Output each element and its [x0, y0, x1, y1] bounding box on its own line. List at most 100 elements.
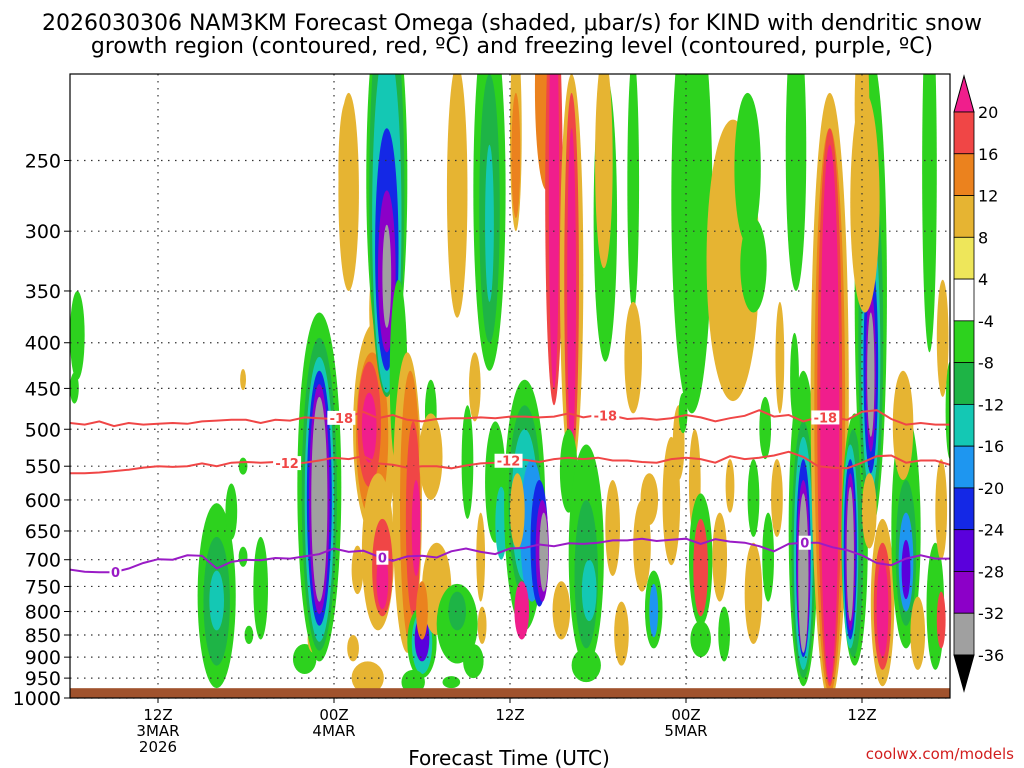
contour-0-label-bg-1 [591, 408, 620, 423]
omega-cell-61 [449, 74, 465, 205]
omega-cell-58 [477, 606, 487, 645]
xtick-label-6-1: 3MAR [136, 722, 179, 740]
omega-shaded-field [70, 74, 950, 698]
contour-2-label-bg-1 [376, 550, 389, 565]
colorbar-label-0: -36 [978, 646, 1004, 665]
colorbar-label-6: -12 [978, 395, 1004, 414]
omega-cell-155 [901, 539, 911, 600]
colorbar-arrow-top [953, 74, 975, 113]
ground-fill [70, 688, 950, 698]
omega-cell-45 [351, 661, 384, 695]
omega-cell-111 [718, 606, 731, 662]
omega-cell-10 [225, 483, 238, 540]
omega-cell-52 [419, 413, 443, 500]
omega-cell-21 [311, 396, 328, 602]
omega-cell-95 [614, 601, 629, 666]
colorbar-band-12 [953, 153, 975, 196]
omega-colorbar: -36 -32 -28 -24 -20 -16 -12 -8 -4 4 8 12 16 20 [953, 74, 1004, 693]
colorbar-label-13: 20 [978, 103, 998, 122]
contour-0-label-0: -18 [330, 412, 354, 427]
contour-1-label-0: -12 [275, 457, 299, 472]
colorbar-label-5: -16 [978, 437, 1004, 456]
omega-cell-158 [922, 74, 937, 353]
xtick-label-30-0: 12Z [495, 706, 524, 724]
omega-cell-59 [476, 512, 486, 602]
omega-cell-2 [238, 546, 248, 567]
omega-cell-112 [725, 459, 735, 513]
ytick-label-350: 350 [25, 281, 61, 303]
colorbar-band-4 [953, 487, 975, 531]
omega-cell-93 [595, 74, 613, 269]
ytick-label-950: 950 [25, 668, 61, 690]
omega-cell-11 [253, 536, 268, 640]
ytick-label-500: 500 [25, 419, 61, 441]
colorbar-band-8 [953, 320, 975, 364]
colorbar-label-10: 8 [978, 228, 988, 247]
omega-cell-76 [514, 581, 530, 640]
xtick-label-6-0: 12Z [143, 706, 172, 724]
contour-1-label-1: -12 [497, 455, 521, 470]
omega-cell-66 [485, 144, 494, 302]
omega-cell-145 [867, 312, 875, 437]
ytick-label-600: 600 [25, 490, 61, 512]
omega-cell-49 [401, 669, 425, 695]
omega-cell-97 [624, 301, 642, 414]
ytick-label-400: 400 [25, 333, 61, 355]
x-axis-label: Forecast Time (UTC) [408, 746, 610, 768]
colorbar-band-1 [953, 612, 975, 656]
omega-cell-114 [734, 92, 761, 244]
colorbar-band-11 [953, 195, 975, 238]
ytick-label-850: 850 [25, 625, 61, 647]
omega-cell-12 [292, 644, 317, 675]
omega-cell-122 [785, 74, 807, 291]
omega-cell-9 [209, 570, 225, 631]
omega-cell-147 [854, 74, 870, 176]
omega-cell-57 [463, 644, 484, 679]
colorbar-arrow-bottom [953, 654, 975, 693]
omega-cell-30 [376, 551, 389, 610]
omega-cell-23 [347, 634, 359, 662]
omega-cell-96 [627, 74, 640, 313]
omega-cell-162 [936, 279, 949, 397]
omega-cell-85 [567, 128, 576, 452]
omega-cell-106 [678, 392, 688, 434]
colorbar-label-2: -28 [978, 562, 1004, 581]
omega-cell-63 [468, 352, 481, 422]
colorbar-label-9: 4 [978, 270, 988, 289]
contour-0-line [70, 409, 950, 428]
chart-title-line1: 2026030306 NAM3KM Forecast Omega (shaded… [42, 11, 982, 36]
omega-cell-108 [693, 518, 709, 617]
contour-2-label-0: 0 [111, 566, 120, 581]
ytick-label-300: 300 [25, 221, 61, 243]
ytick-label-650: 650 [25, 521, 61, 543]
omega-cell-87 [552, 581, 571, 640]
omega-cell-4 [240, 368, 246, 391]
temperature-contours: -18 -18 -18 -12 -12 0 0 0 [70, 408, 950, 581]
colorbar-label-8: -4 [978, 312, 994, 331]
omega-cell-117 [744, 542, 763, 645]
omega-cell-161 [936, 591, 946, 649]
omega-cell-105 [671, 74, 713, 414]
credit-link[interactable]: coolwx.com/models [866, 745, 1014, 763]
ytick-label-700: 700 [25, 550, 61, 572]
omega-cell-22 [351, 545, 364, 595]
ytick-label-1000: 1000 [13, 688, 61, 710]
xtick-label-42-1: 5MAR [664, 722, 707, 740]
colorbar-band-7 [953, 362, 975, 405]
omega-cell-0 [70, 290, 85, 380]
omega-cell-116 [747, 459, 760, 537]
contour-2-label-bg-0 [109, 564, 122, 579]
omega-cell-163 [945, 361, 950, 460]
xtick-label-18-0: 00Z [319, 706, 348, 724]
omega-cell-150 [876, 559, 889, 658]
colorbar-label-4: -20 [978, 479, 1004, 498]
pressure-axis: 2503003504004505005506006507007508008509… [13, 151, 70, 710]
omega-cell-99 [649, 583, 659, 638]
chart-title-line2: growth region (contoured, red, ºC) and f… [91, 34, 933, 59]
omega-cell-79 [511, 92, 521, 219]
omega-cell-156 [892, 370, 914, 481]
omega-cell-101 [640, 473, 659, 525]
omega-cell-94 [605, 480, 621, 576]
omega-cell-91 [571, 648, 601, 683]
